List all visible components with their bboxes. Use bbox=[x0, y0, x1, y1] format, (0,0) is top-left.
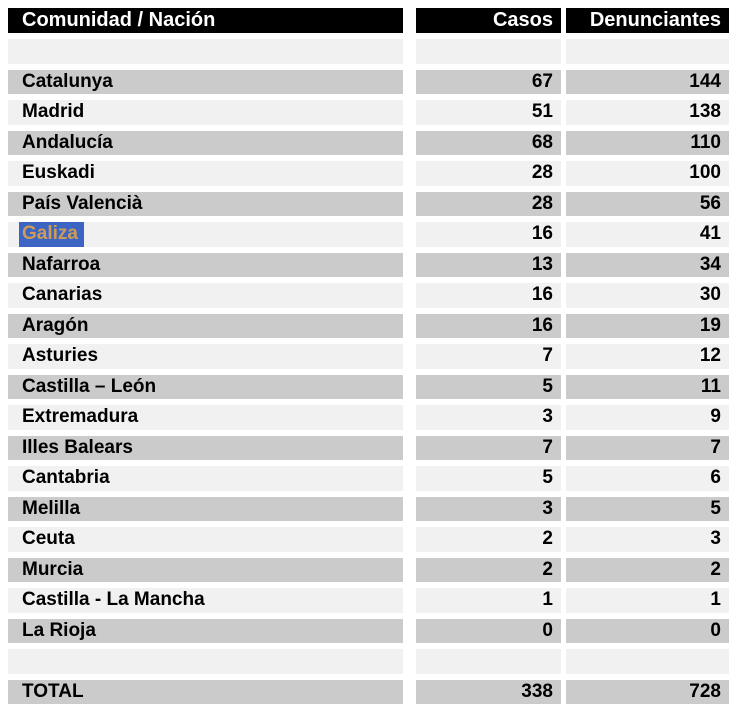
casos-cell[interactable]: 28 bbox=[416, 161, 561, 186]
denunciantes-cell[interactable]: 6 bbox=[566, 466, 729, 491]
community-cell[interactable]: Murcia bbox=[8, 557, 403, 582]
selected-text[interactable]: Galiza bbox=[19, 222, 84, 247]
casos-cell[interactable]: 16 bbox=[416, 283, 561, 308]
table-row: Extremadura 3 9 bbox=[8, 405, 729, 430]
casos-cell[interactable]: 5 bbox=[416, 466, 561, 491]
casos-cell[interactable]: 2 bbox=[416, 527, 561, 552]
community-cell[interactable]: Illes Balears bbox=[8, 435, 403, 460]
table-row: Melilla 3 5 bbox=[8, 496, 729, 521]
total-label-cell[interactable]: TOTAL bbox=[8, 679, 403, 704]
table-row: Nafarroa 13 34 bbox=[8, 252, 729, 277]
table-row: Canarias 16 30 bbox=[8, 283, 729, 308]
casos-cell[interactable]: 3 bbox=[416, 496, 561, 521]
header-comunidad-nacion[interactable]: Comunidad / Nación bbox=[8, 8, 403, 33]
community-cell[interactable]: País Valencià bbox=[8, 191, 403, 216]
casos-cell[interactable]: 0 bbox=[416, 618, 561, 643]
casos-cell[interactable]: 2 bbox=[416, 557, 561, 582]
casos-cell[interactable] bbox=[416, 649, 561, 674]
community-cell[interactable]: Euskadi bbox=[8, 161, 403, 186]
community-cell[interactable] bbox=[8, 39, 403, 64]
community-cell[interactable]: Madrid bbox=[8, 100, 403, 125]
community-cell[interactable]: Castilla - La Mancha bbox=[8, 588, 403, 613]
community-cell[interactable]: Castilla – León bbox=[8, 374, 403, 399]
statistics-table: Comunidad / Nación Casos Denunciantes Ca… bbox=[8, 8, 729, 710]
table-row: Euskadi 28 100 bbox=[8, 161, 729, 186]
denunciantes-cell[interactable]: 1 bbox=[566, 588, 729, 613]
casos-cell[interactable]: 16 bbox=[416, 313, 561, 338]
community-cell[interactable]: Catalunya bbox=[8, 69, 403, 94]
community-cell[interactable] bbox=[8, 649, 403, 674]
community-cell[interactable]: La Rioja bbox=[8, 618, 403, 643]
denunciantes-cell[interactable]: 7 bbox=[566, 435, 729, 460]
total-row: TOTAL 338 728 bbox=[8, 679, 729, 704]
denunciantes-cell[interactable]: 138 bbox=[566, 100, 729, 125]
casos-cell[interactable]: 16 bbox=[416, 222, 561, 247]
casos-cell[interactable]: 68 bbox=[416, 130, 561, 155]
casos-cell[interactable]: 28 bbox=[416, 191, 561, 216]
denunciantes-cell[interactable]: 144 bbox=[566, 69, 729, 94]
casos-cell[interactable]: 3 bbox=[416, 405, 561, 430]
community-cell[interactable]: Andalucía bbox=[8, 130, 403, 155]
table-row: Asturies 7 12 bbox=[8, 344, 729, 369]
casos-cell[interactable] bbox=[416, 39, 561, 64]
table-row: Catalunya 67 144 bbox=[8, 69, 729, 94]
table-row: Ceuta 2 3 bbox=[8, 527, 729, 552]
casos-cell[interactable]: 338 bbox=[416, 679, 561, 704]
denunciantes-cell[interactable]: 110 bbox=[566, 130, 729, 155]
community-cell[interactable]: Asturies bbox=[8, 344, 403, 369]
table-row: País Valencià 28 56 bbox=[8, 191, 729, 216]
table-row: Castilla - La Mancha 1 1 bbox=[8, 588, 729, 613]
denunciantes-cell[interactable]: 30 bbox=[566, 283, 729, 308]
community-cell[interactable]: Nafarroa bbox=[8, 252, 403, 277]
denunciantes-cell[interactable]: 34 bbox=[566, 252, 729, 277]
table-row: Galiza 16 41 bbox=[8, 222, 729, 247]
denunciantes-cell[interactable]: 19 bbox=[566, 313, 729, 338]
denunciantes-cell[interactable]: 100 bbox=[566, 161, 729, 186]
denunciantes-cell[interactable] bbox=[566, 649, 729, 674]
community-cell[interactable]: Aragón bbox=[8, 313, 403, 338]
table-row: Aragón 16 19 bbox=[8, 313, 729, 338]
table-row: Illes Balears 7 7 bbox=[8, 435, 729, 460]
blank-row bbox=[8, 649, 729, 674]
blank-row bbox=[8, 39, 729, 64]
denunciantes-cell[interactable]: 5 bbox=[566, 496, 729, 521]
community-cell[interactable]: Galiza bbox=[8, 222, 403, 247]
table-row: Murcia 2 2 bbox=[8, 557, 729, 582]
table-row: Cantabria 5 6 bbox=[8, 466, 729, 491]
table-row: La Rioja 0 0 bbox=[8, 618, 729, 643]
community-cell[interactable]: Cantabria bbox=[8, 466, 403, 491]
denunciantes-cell[interactable]: 41 bbox=[566, 222, 729, 247]
community-cell[interactable]: Ceuta bbox=[8, 527, 403, 552]
table-row: Madrid 51 138 bbox=[8, 100, 729, 125]
casos-cell[interactable]: 7 bbox=[416, 344, 561, 369]
table-header-row: Comunidad / Nación Casos Denunciantes bbox=[8, 8, 729, 33]
denunciantes-cell[interactable]: 56 bbox=[566, 191, 729, 216]
table-body: Catalunya 67 144 Madrid 51 138 Andalucía 68 110 E… bbox=[8, 39, 729, 704]
denunciantes-cell[interactable] bbox=[566, 39, 729, 64]
community-cell[interactable]: Melilla bbox=[8, 496, 403, 521]
casos-cell[interactable]: 51 bbox=[416, 100, 561, 125]
denunciantes-cell[interactable]: 3 bbox=[566, 527, 729, 552]
denunciantes-cell[interactable]: 12 bbox=[566, 344, 729, 369]
casos-cell[interactable]: 13 bbox=[416, 252, 561, 277]
denunciantes-cell[interactable]: 11 bbox=[566, 374, 729, 399]
casos-cell[interactable]: 5 bbox=[416, 374, 561, 399]
community-cell[interactable]: Extremadura bbox=[8, 405, 403, 430]
denunciantes-cell[interactable]: 0 bbox=[566, 618, 729, 643]
denunciantes-cell[interactable]: 2 bbox=[566, 557, 729, 582]
casos-cell[interactable]: 67 bbox=[416, 69, 561, 94]
community-cell[interactable]: Canarias bbox=[8, 283, 403, 308]
table-row: Andalucía 68 110 bbox=[8, 130, 729, 155]
header-casos[interactable]: Casos bbox=[416, 8, 561, 33]
casos-cell[interactable]: 7 bbox=[416, 435, 561, 460]
casos-cell[interactable]: 1 bbox=[416, 588, 561, 613]
header-denunciantes[interactable]: Denunciantes bbox=[566, 8, 729, 33]
table-row: Castilla – León 5 11 bbox=[8, 374, 729, 399]
denunciantes-cell[interactable]: 728 bbox=[566, 679, 729, 704]
denunciantes-cell[interactable]: 9 bbox=[566, 405, 729, 430]
